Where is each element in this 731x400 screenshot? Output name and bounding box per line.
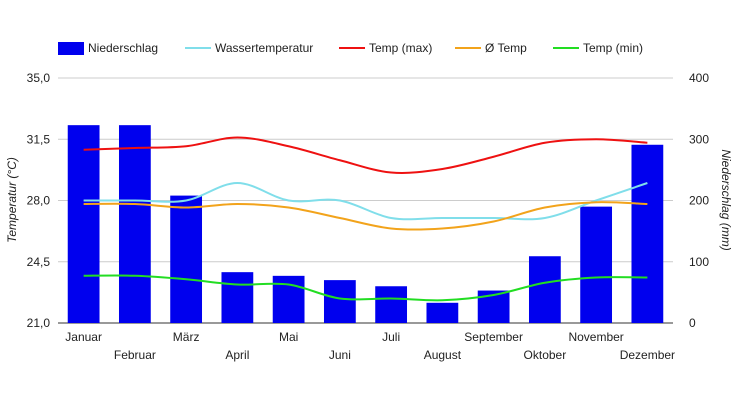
precipitation-bar: [528, 256, 561, 323]
y-left-tick-label: 28,0: [27, 194, 51, 208]
precipitation-bar: [118, 125, 151, 323]
x-category-label: März: [173, 330, 200, 344]
precipitation-bar: [170, 195, 203, 323]
precipitation-bar: [580, 206, 613, 323]
y-left-tick-label: 35,0: [27, 71, 51, 85]
line-temp-max: [83, 136, 648, 174]
x-category-label: September: [464, 330, 523, 344]
y-axis-left-title: Temperatur (°C): [5, 157, 19, 243]
y-left-tick-label: 24,5: [27, 255, 51, 269]
x-category-label: Mai: [279, 330, 298, 344]
y-right-tick-label: 400: [689, 71, 709, 85]
y-left-tick-label: 31,5: [27, 132, 51, 146]
precipitation-bar: [375, 286, 408, 323]
y-right-tick-label: 200: [689, 194, 709, 208]
line-temp: [83, 201, 648, 231]
legend-label: Niederschlag: [88, 41, 158, 55]
x-category-label: Oktober: [524, 348, 567, 362]
x-category-label: April: [225, 348, 249, 362]
x-category-label: August: [424, 348, 462, 362]
line-wassertemperatur: [83, 181, 648, 221]
x-category-label: November: [568, 330, 623, 344]
precipitation-bar: [631, 144, 664, 323]
axes: 21,0 24,5 28,0 31,5 35,0 0 100 200 300 400 Januar F…: [27, 71, 710, 362]
y-left-tick-label: 21,0: [27, 316, 51, 330]
x-category-label: Juli: [382, 330, 400, 344]
legend-label: Wassertemperatur: [215, 41, 313, 55]
precipitation-bar: [67, 125, 100, 323]
legend-label: Ø Temp: [485, 41, 527, 55]
x-category-label: Dezember: [620, 348, 675, 362]
legend-swatch-bar: [58, 42, 84, 55]
x-category-label: Februar: [114, 348, 156, 362]
y-right-tick-label: 300: [689, 132, 709, 146]
line-temp-min: [83, 274, 648, 302]
x-category-label: Januar: [65, 330, 102, 344]
y-right-tick-label: 100: [689, 255, 709, 269]
legend: Niederschlag Wassertemperatur Temp (max) Ø …: [58, 41, 643, 55]
x-category-label: Juni: [329, 348, 351, 362]
y-right-tick-label: 0: [689, 316, 696, 330]
legend-label: Temp (min): [583, 41, 643, 55]
y-axis-right-title: Niederschlag (mm): [719, 149, 731, 250]
precipitation-bar: [323, 280, 356, 323]
precipitation-bar: [221, 272, 254, 323]
precipitation-bars: [67, 125, 664, 323]
temperature-lines: [83, 136, 648, 302]
legend-label: Temp (max): [369, 41, 432, 55]
precipitation-bar: [426, 302, 459, 323]
